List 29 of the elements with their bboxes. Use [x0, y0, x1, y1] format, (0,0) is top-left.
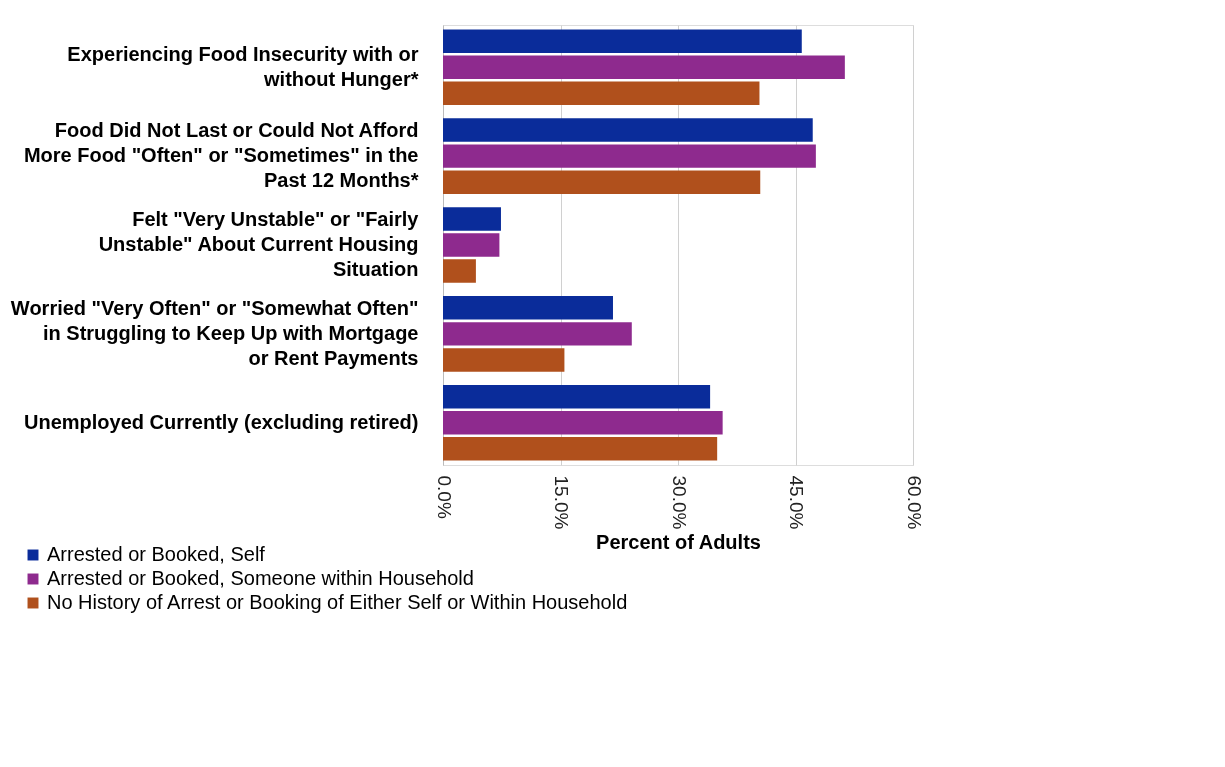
y-tick-label: Experiencing Food Insecurity with or without Hunger* [67, 42, 419, 90]
y-tick-label: Felt "Very Unstable" or "Fairly Unstable" About Current Housing Situation [98, 208, 420, 280]
bar [443, 322, 632, 346]
bar [443, 259, 476, 283]
bar [443, 207, 501, 231]
y-tick-label: Unemployed Currently (excluding retired) [23, 410, 419, 433]
bar [443, 81, 760, 105]
legend-label: Arrested or Booked, Self [47, 543, 266, 565]
bar [443, 385, 711, 409]
bar [443, 296, 613, 320]
bar [443, 348, 565, 372]
legend-label: No History of Arrest or Booking of Either Self or Within Household [47, 591, 628, 613]
x-tick-label: 0.0% [433, 475, 455, 519]
bar [443, 411, 723, 435]
bar [443, 118, 813, 142]
x-tick-label: 15.0% [551, 475, 572, 530]
bar [443, 29, 802, 53]
bar [443, 144, 816, 168]
x-axis-title: Percent of Adults [596, 531, 761, 554]
y-tick-label: Food Did Not Last or Could Not Afford More Food "Often" or "Sometimes" in the Past 12 Months* [23, 119, 419, 192]
x-tick-label: 30.0% [668, 475, 690, 530]
x-tick-label: 45.0% [786, 475, 807, 530]
x-tick-label: 60.0% [903, 475, 925, 530]
bar [443, 437, 718, 461]
y-tick-label: Worried "Very Often" or "Somewhat Often" in Struggling to Keep Up with Mortgage or Rent Payments [10, 296, 419, 369]
bar [443, 170, 761, 194]
bar [443, 55, 845, 79]
bar [443, 233, 500, 257]
legend-label: Arrested or Booked, Someone within Household [47, 567, 474, 589]
